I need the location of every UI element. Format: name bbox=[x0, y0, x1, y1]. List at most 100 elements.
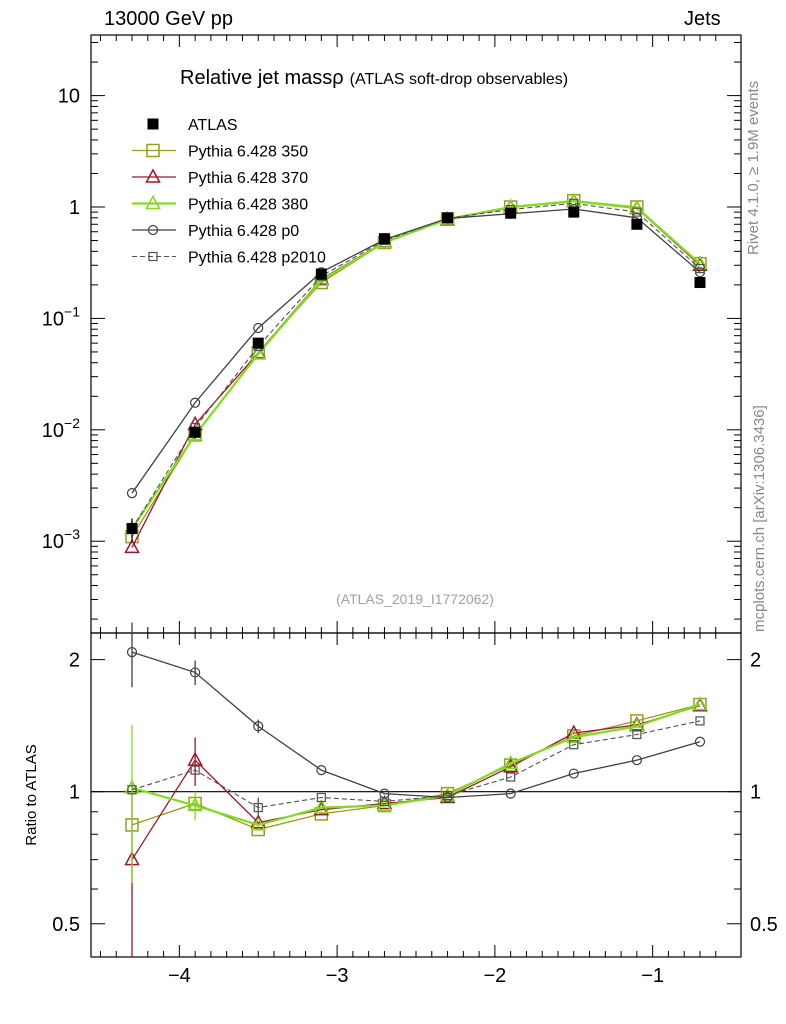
y-tick-base: 10 bbox=[42, 420, 64, 442]
ratio-point bbox=[566, 728, 582, 744]
ratio-point bbox=[124, 779, 140, 794]
ratio-point bbox=[632, 729, 642, 740]
series-point bbox=[692, 255, 708, 270]
ratio-point bbox=[190, 667, 201, 678]
y-tick-label: 1 bbox=[69, 197, 80, 219]
y-tick-exponent: −2 bbox=[64, 415, 80, 431]
legend-label: ATLAS bbox=[188, 117, 238, 134]
ratio-point bbox=[250, 814, 266, 829]
ratio-point bbox=[126, 647, 138, 658]
ratio-point bbox=[313, 799, 330, 814]
ratio-point bbox=[376, 796, 393, 812]
legend-marker bbox=[147, 118, 159, 130]
title-subtitle: (ATLAS soft-drop observables) bbox=[350, 71, 568, 88]
ratio-point bbox=[376, 794, 393, 810]
ratio-point bbox=[187, 796, 203, 812]
title-symbol: ρ bbox=[332, 67, 343, 89]
ratio-tick-label-right: 2 bbox=[750, 650, 761, 672]
ratio-point bbox=[568, 768, 579, 779]
ratio-series-line bbox=[131, 720, 701, 809]
ratio-point bbox=[379, 788, 390, 799]
legend-label: Pythia 6.428 380 bbox=[188, 197, 308, 214]
series-point bbox=[566, 192, 582, 207]
data-point bbox=[315, 268, 327, 280]
ratio-point bbox=[316, 792, 326, 803]
y-tick-base: 10 bbox=[42, 531, 64, 553]
legend-label: Pythia 6.428 350 bbox=[188, 144, 308, 161]
ratio-tick-label-left: 2 bbox=[69, 650, 80, 672]
ratio-plot-frame bbox=[90, 632, 742, 958]
ratio-ylabel: Ratio to ATLAS bbox=[23, 744, 40, 845]
ratio-point bbox=[631, 755, 642, 766]
ratio-point bbox=[253, 721, 264, 732]
series-point bbox=[632, 207, 642, 217]
y-tick-label: 10−3 bbox=[42, 526, 80, 553]
series-line bbox=[131, 202, 701, 529]
series-point bbox=[250, 345, 266, 360]
legend: ATLAS Pythia 6.428 350 Pythia 6.428 370 Pyt… bbox=[132, 117, 326, 267]
ratio-point bbox=[379, 796, 390, 807]
series-point bbox=[190, 397, 201, 408]
ratio-point bbox=[253, 802, 263, 813]
data-point bbox=[126, 523, 138, 535]
legend-label: Pythia 6.428 p2010 bbox=[188, 250, 326, 267]
legend-marker bbox=[147, 224, 159, 236]
series-line bbox=[131, 208, 701, 494]
beam-label: 13000 GeV pp bbox=[104, 8, 233, 30]
x-tick-label: −3 bbox=[326, 965, 349, 987]
category-label: Jets bbox=[684, 8, 721, 30]
ratio-point bbox=[569, 740, 579, 750]
data-point bbox=[189, 426, 201, 438]
ratio-point bbox=[127, 785, 137, 795]
data-point bbox=[631, 218, 643, 230]
y-tick-exponent: −3 bbox=[64, 526, 80, 542]
ratio-point bbox=[187, 751, 203, 766]
y-tick-base: 10 bbox=[42, 308, 64, 330]
data-point bbox=[694, 277, 706, 289]
legend-marker bbox=[145, 168, 161, 183]
data-point bbox=[442, 212, 454, 224]
series-line bbox=[131, 199, 701, 530]
chart-title: Relative jet massρ (ATLAS soft-drop obser… bbox=[180, 67, 568, 89]
y-tick-label: 10−2 bbox=[42, 415, 80, 442]
ratio-point bbox=[502, 754, 519, 770]
data-point bbox=[505, 207, 517, 219]
ratio-tick-label-left: 1 bbox=[69, 782, 80, 804]
y-tick-exponent: −1 bbox=[64, 303, 80, 319]
legend-label: Pythia 6.428 370 bbox=[188, 170, 308, 187]
y-tick-label: 10 bbox=[58, 86, 80, 108]
ratio-series-line bbox=[131, 651, 701, 799]
title-text: Relative jet mass bbox=[180, 67, 332, 89]
data-point bbox=[568, 206, 580, 218]
ratio-panel: −4 −3 −2 −1 0.5 0.5 1 1 2 2 Ratio to ATLAS bbox=[23, 622, 778, 987]
series-point bbox=[126, 488, 138, 499]
ratio-point bbox=[694, 736, 706, 747]
legend-label: Pythia 6.428 p0 bbox=[188, 223, 299, 240]
ratio-point bbox=[506, 772, 516, 782]
ratio-point bbox=[505, 788, 516, 799]
series-point bbox=[695, 263, 705, 274]
ratio-point bbox=[190, 765, 200, 775]
ratio-tick-label-right: 1 bbox=[750, 782, 761, 804]
ratio-point bbox=[442, 790, 453, 801]
series-point bbox=[124, 538, 140, 554]
ratio-point bbox=[629, 717, 645, 732]
ratio-point bbox=[695, 716, 705, 726]
data-point bbox=[378, 233, 390, 245]
legend-marker bbox=[145, 194, 161, 210]
y-tick-label: 10−1 bbox=[42, 303, 80, 330]
ratio-point bbox=[692, 695, 708, 711]
ratio-point bbox=[250, 816, 266, 831]
x-tick-label: −4 bbox=[168, 965, 191, 987]
legend-marker bbox=[148, 251, 158, 262]
ratio-series-line bbox=[131, 703, 701, 831]
ratio-point bbox=[316, 765, 327, 776]
ratio-tick-label-right: 0.5 bbox=[750, 914, 778, 936]
ratio-series-line bbox=[131, 703, 701, 827]
legend-marker bbox=[146, 143, 160, 158]
analysis-id: (ATLAS_2019_I1772062) bbox=[336, 591, 494, 607]
data-point bbox=[252, 337, 264, 349]
ratio-tick-label-left: 0.5 bbox=[52, 914, 80, 936]
x-tick-label: −2 bbox=[483, 965, 506, 987]
